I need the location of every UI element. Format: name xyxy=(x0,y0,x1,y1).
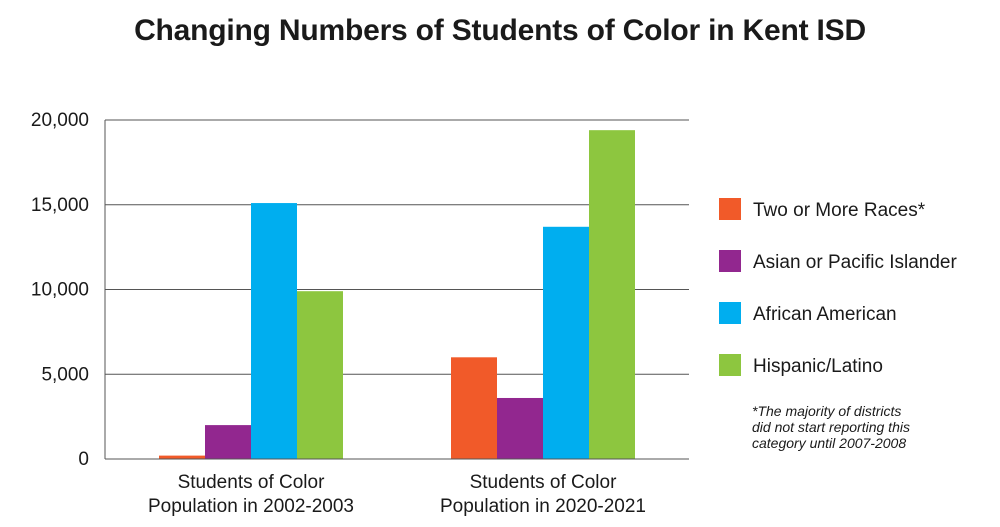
x-tick-label: Students of Color xyxy=(470,472,617,493)
y-tick-label: 20,000 xyxy=(31,110,89,131)
legend-swatch xyxy=(719,354,741,376)
legend-swatch xyxy=(719,198,741,220)
bar xyxy=(543,226,589,459)
x-tick-label: Students of Color xyxy=(178,472,325,493)
y-tick-label: 10,000 xyxy=(31,280,89,301)
footnote-line: *The majority of districts xyxy=(752,403,902,419)
y-tick-label: 15,000 xyxy=(31,195,89,216)
footnote-line: did not start reporting this xyxy=(752,419,910,435)
x-tick-label: Population in 2002-2003 xyxy=(148,496,354,517)
bar xyxy=(205,425,251,459)
x-tick-label: Population in 2020-2021 xyxy=(440,496,646,517)
legend-label: Asian or Pacific Islander xyxy=(753,252,957,273)
footnote: *The majority of districts did not start… xyxy=(752,403,982,451)
legend-label: Two or More Races* xyxy=(753,200,926,221)
legend-label: Hispanic/Latino xyxy=(753,356,883,377)
bar xyxy=(159,455,205,459)
chart-title: Changing Numbers of Students of Color in… xyxy=(134,14,866,47)
footnote-line: category until 2007-2008 xyxy=(752,435,907,451)
legend-label: African American xyxy=(753,304,897,325)
y-tick-label: 5,000 xyxy=(41,364,89,385)
bar xyxy=(589,130,635,460)
legend-swatch xyxy=(719,250,741,272)
bar xyxy=(497,397,543,459)
bar xyxy=(297,291,343,459)
legend-swatch xyxy=(719,302,741,324)
y-tick-label: 0 xyxy=(78,449,89,470)
bar xyxy=(451,357,497,459)
bar xyxy=(251,203,297,459)
